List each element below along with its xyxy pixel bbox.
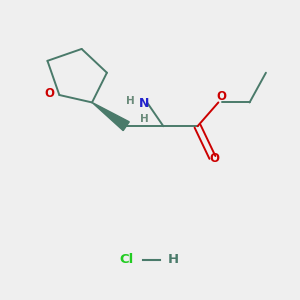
Text: O: O [210, 152, 220, 165]
Text: Cl: Cl [119, 254, 133, 266]
Text: O: O [216, 90, 226, 103]
Text: H: H [140, 114, 148, 124]
Text: H: H [168, 254, 179, 266]
Text: H: H [126, 96, 135, 106]
Polygon shape [92, 102, 129, 130]
Text: N: N [139, 97, 149, 110]
Text: O: O [44, 87, 54, 100]
